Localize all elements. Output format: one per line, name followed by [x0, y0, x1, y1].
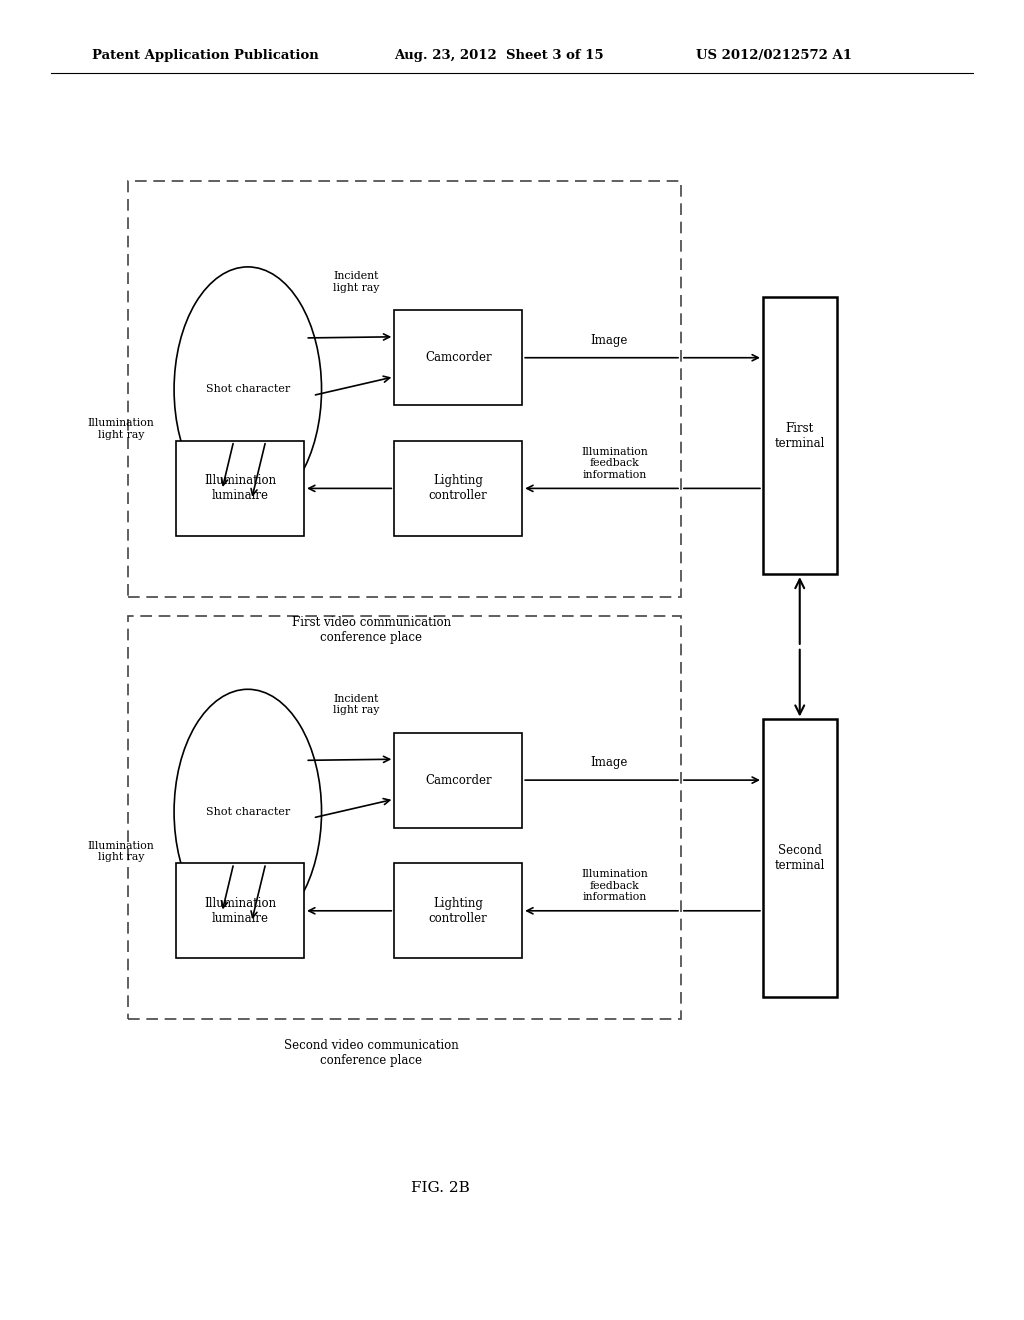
Bar	[394, 733, 522, 828]
Text: First
terminal: First terminal	[774, 421, 825, 450]
Bar	[394, 863, 522, 958]
Text: FIG. 2B: FIG. 2B	[411, 1181, 470, 1195]
Bar	[394, 310, 522, 405]
Text: Aug. 23, 2012  Sheet 3 of 15: Aug. 23, 2012 Sheet 3 of 15	[394, 49, 604, 62]
Text: Illumination
feedback
information: Illumination feedback information	[581, 446, 648, 480]
Text: Shot character: Shot character	[206, 384, 290, 395]
Text: Camcorder: Camcorder	[425, 774, 492, 787]
Text: Illumination
luminaire: Illumination luminaire	[204, 896, 276, 925]
Text: First video communication
conference place: First video communication conference pla…	[292, 616, 451, 644]
Text: Lighting
controller: Lighting controller	[429, 474, 487, 503]
Bar	[176, 863, 304, 958]
Text: Illumination
light ray: Illumination light ray	[87, 841, 155, 862]
Text: Lighting
controller: Lighting controller	[429, 896, 487, 925]
Bar	[128, 616, 681, 1019]
Bar	[763, 719, 837, 997]
Text: Image: Image	[591, 334, 628, 347]
Bar	[176, 441, 304, 536]
Bar	[128, 181, 681, 597]
Text: Illumination
feedback
information: Illumination feedback information	[581, 869, 648, 903]
Text: US 2012/0212572 A1: US 2012/0212572 A1	[696, 49, 852, 62]
Text: Second
terminal: Second terminal	[774, 843, 825, 873]
Text: Image: Image	[591, 756, 628, 770]
Ellipse shape	[174, 267, 322, 512]
Ellipse shape	[174, 689, 322, 935]
Bar	[763, 297, 837, 574]
Text: Camcorder: Camcorder	[425, 351, 492, 364]
Text: Illumination
luminaire: Illumination luminaire	[204, 474, 276, 503]
Text: Second video communication
conference place: Second video communication conference pl…	[284, 1039, 459, 1067]
Text: Incident
light ray: Incident light ray	[333, 272, 380, 293]
Text: Shot character: Shot character	[206, 807, 290, 817]
Text: Patent Application Publication: Patent Application Publication	[92, 49, 318, 62]
Text: Illumination
light ray: Illumination light ray	[87, 418, 155, 440]
Bar	[394, 441, 522, 536]
Text: Incident
light ray: Incident light ray	[333, 694, 380, 715]
